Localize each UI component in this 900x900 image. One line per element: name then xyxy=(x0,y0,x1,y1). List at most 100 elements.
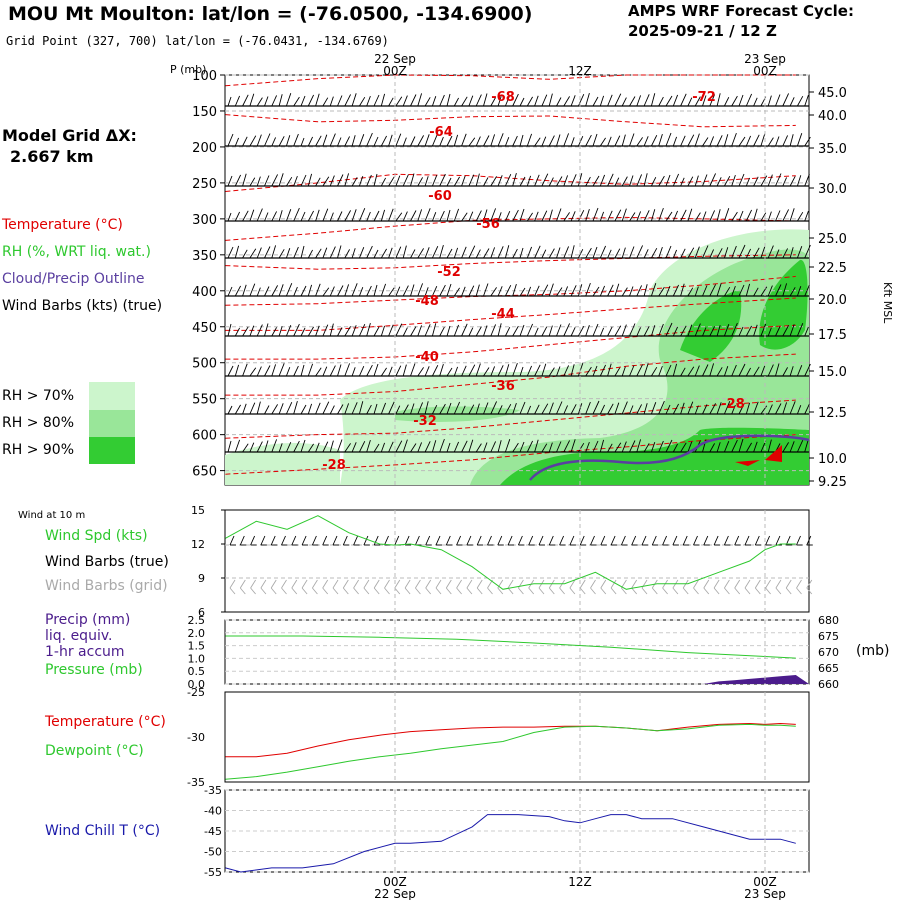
wind-barb xyxy=(541,136,547,147)
wind-barb xyxy=(723,366,729,377)
wind-barb xyxy=(577,403,583,415)
wind-barb xyxy=(797,95,804,107)
wind-barb xyxy=(796,246,803,259)
wind-barb xyxy=(351,367,356,377)
wind-barb xyxy=(388,324,394,337)
grid-wind-barb-tail xyxy=(754,587,761,595)
wind-barb xyxy=(337,404,344,415)
wind-barb xyxy=(431,133,439,147)
wind-barb xyxy=(585,208,590,222)
precip-tick-label: 2.0 xyxy=(188,627,206,640)
wind-barb xyxy=(767,327,772,337)
wind-barb xyxy=(293,323,300,337)
wind-barb xyxy=(723,96,730,107)
wind-barb xyxy=(614,442,622,453)
wind-barb xyxy=(322,324,329,337)
top-hour-3: 00Z xyxy=(753,64,777,78)
wind-barb xyxy=(315,135,322,147)
wind-barb xyxy=(534,364,541,377)
wind-barb xyxy=(738,210,744,222)
wind-barb xyxy=(249,325,255,337)
precip-tick-label: 2.5 xyxy=(188,614,206,627)
wind-barb xyxy=(483,209,488,222)
wind-barb xyxy=(344,403,350,415)
true-wind-barb xyxy=(641,535,647,546)
wind-barb xyxy=(724,286,731,297)
wind-barb xyxy=(738,136,746,147)
wind-barb xyxy=(315,367,322,377)
wind-barb xyxy=(680,442,687,453)
grid-wind-barb-tail xyxy=(281,587,287,595)
wind-barb xyxy=(753,134,760,147)
grid-wind-barb xyxy=(363,579,370,589)
wind-barb xyxy=(483,325,488,337)
wind-barb xyxy=(702,95,707,107)
wind-barb xyxy=(694,133,700,147)
wind-barb xyxy=(607,363,612,377)
wind-barb xyxy=(395,133,402,147)
wind-barb xyxy=(570,211,576,222)
wind-barb xyxy=(775,173,782,187)
wind-barb xyxy=(344,94,352,107)
wind-barb xyxy=(366,211,371,222)
grid-wind-barb xyxy=(466,579,473,589)
wind-barb xyxy=(709,94,716,107)
wind-barb xyxy=(796,286,802,297)
top-date-1: 22 Sep xyxy=(374,52,416,66)
wind-barb xyxy=(249,209,255,222)
barb-row xyxy=(225,207,809,222)
grid-wind-barb xyxy=(703,579,710,589)
wind-barb xyxy=(541,249,547,259)
bottom-date-1: 22 Sep xyxy=(374,887,416,900)
true-wind-barb xyxy=(363,535,369,546)
legend-rh90: RH > 90% xyxy=(2,442,75,458)
wind-barb xyxy=(512,135,518,147)
wind-barb xyxy=(629,133,635,147)
wind-barb xyxy=(483,93,488,107)
wind-barb xyxy=(410,210,417,222)
wind-barb xyxy=(636,285,643,297)
wind-barb xyxy=(694,212,701,222)
wind-barb xyxy=(417,93,423,107)
wind-barb xyxy=(636,211,642,222)
wind-barb xyxy=(300,211,306,222)
wind-barb xyxy=(577,136,584,147)
wind-barb xyxy=(556,134,561,147)
wind-barb xyxy=(614,135,621,147)
wind-barb xyxy=(234,285,241,297)
wind-barb xyxy=(395,286,401,297)
altitude-ticks: 45.0 40.0 35.0 30.0 25.0 22.5 20.0 17.5 15.0 12.5… xyxy=(809,86,847,490)
wind-barb xyxy=(775,94,781,107)
wind-barb xyxy=(300,174,307,187)
wind-barb xyxy=(439,94,445,107)
wind-barb xyxy=(650,176,657,187)
pressure-tick-label: 450 xyxy=(192,321,217,336)
temp-contour xyxy=(225,114,796,128)
grid-wind-barb-tail xyxy=(415,587,421,595)
true-wind-barb xyxy=(693,535,698,546)
wind-barb xyxy=(271,404,278,415)
grid-point-label: Grid Point (327, 700) lat/lon = (-76.043… xyxy=(6,34,389,48)
grid-wind-barb xyxy=(332,579,339,589)
temp-contour-label: -72 xyxy=(692,90,716,105)
wind-barb xyxy=(694,286,699,297)
wind-barb xyxy=(264,96,269,107)
wind-barb xyxy=(264,133,271,147)
wind-barb xyxy=(373,403,378,415)
wind-barb xyxy=(417,177,423,187)
wind-barb xyxy=(402,95,408,107)
pressure-right-tick-label: 660 xyxy=(818,678,839,691)
wind-barb xyxy=(490,97,496,107)
grid-wind-barb-tail xyxy=(239,587,246,595)
wind-barb xyxy=(453,97,459,107)
wind-barb xyxy=(264,246,271,259)
wind-barb xyxy=(556,247,561,259)
true-wind-barb xyxy=(466,535,472,546)
pressure-tick-label: 150 xyxy=(192,105,217,120)
grid-wind-barb xyxy=(353,579,359,589)
wind-barb xyxy=(293,286,298,297)
wind-barb xyxy=(629,212,636,222)
wind-barb xyxy=(731,364,737,377)
wind-barb xyxy=(570,245,575,259)
wind-barb xyxy=(650,209,656,222)
